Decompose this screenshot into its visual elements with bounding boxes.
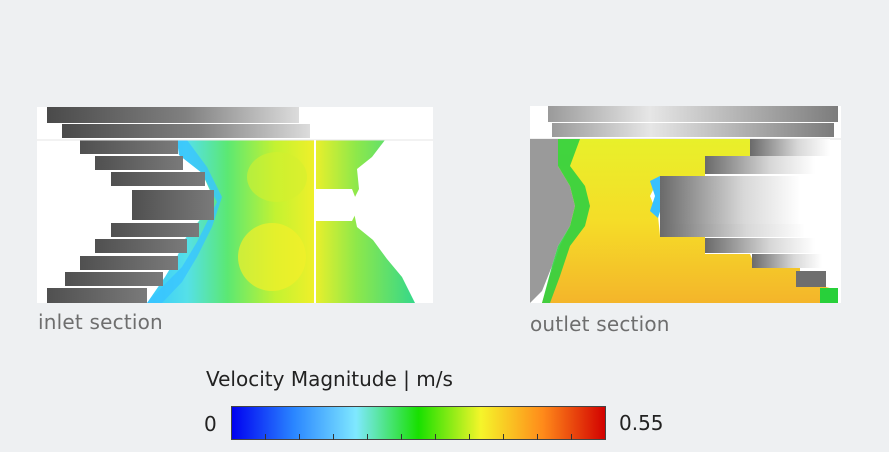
outlet-flow-field <box>542 139 838 303</box>
legend-max-label: 0.55 <box>619 411 664 435</box>
legend-min-label: 0 <box>204 412 217 436</box>
velocity-colorbar <box>231 406 606 440</box>
legend-title: Velocity Magnitude | m/s <box>206 367 453 391</box>
outlet-velocity-contour <box>530 106 841 303</box>
inlet-section-caption: inlet section <box>38 310 163 334</box>
inlet-flow-field <box>147 140 415 303</box>
outlet-section-caption: outlet section <box>530 312 670 336</box>
inlet-velocity-contour <box>37 107 433 303</box>
